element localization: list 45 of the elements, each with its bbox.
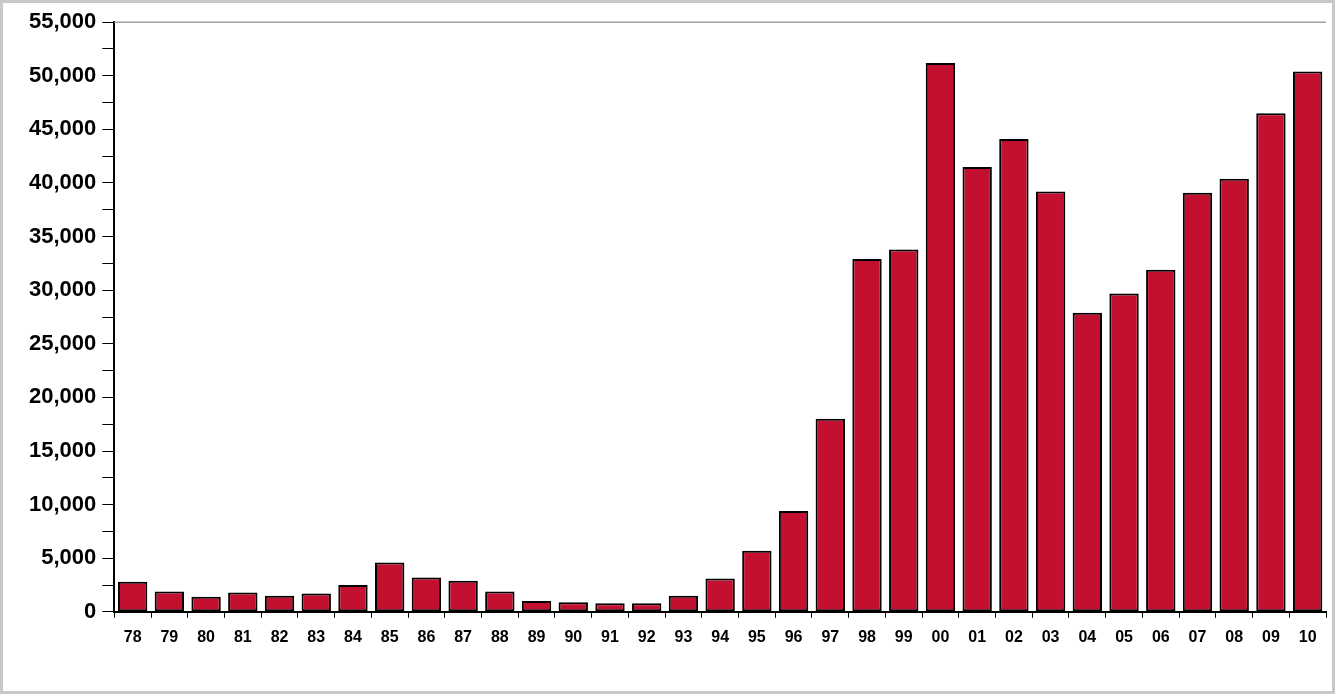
x-tick-label: 85: [380, 627, 399, 645]
x-tick-label: 00: [931, 627, 950, 645]
x-tick-label: 05: [1115, 627, 1134, 645]
x-tick-label: 84: [344, 627, 362, 645]
x-tick-label: 96: [784, 627, 803, 645]
x-tick-label: 07: [1188, 627, 1207, 645]
x-tick-label: 82: [270, 627, 289, 645]
y-tick-label: 50,000: [28, 61, 97, 87]
y-tick-label: 5,000: [41, 544, 97, 570]
x-tick-label: 88: [490, 627, 509, 645]
y-tick-label: 20,000: [28, 383, 97, 409]
y-tick-label: 15,000: [28, 437, 97, 463]
x-tick-label: 03: [1041, 627, 1060, 645]
x-tick-label: 93: [674, 627, 693, 645]
x-tick-label: 81: [233, 627, 252, 645]
x-tick-label: 99: [894, 627, 913, 645]
x-tick-label: 78: [123, 627, 142, 645]
x-tick-label: 01: [968, 627, 987, 645]
x-tick-label: 94: [711, 627, 730, 645]
y-tick-label: 35,000: [28, 222, 97, 248]
x-tick-label: 06: [1151, 627, 1170, 645]
x-tick-label: 04: [1078, 627, 1097, 645]
y-tick-label: 30,000: [28, 276, 97, 302]
x-tick-label: 80: [197, 627, 216, 645]
x-tick-label: 90: [564, 627, 583, 645]
y-tick-label: 25,000: [28, 329, 97, 355]
x-tick-label: 86: [417, 627, 436, 645]
y-tick-label: 45,000: [28, 115, 97, 141]
x-tick-label: 95: [747, 627, 766, 645]
x-tick-label: 09: [1262, 627, 1280, 645]
y-tick-label: 55,000: [28, 8, 97, 34]
x-tick-label: 91: [601, 627, 619, 645]
x-tick-label: 89: [527, 627, 546, 645]
x-tick-label: 92: [637, 627, 656, 645]
x-tick-label: 10: [1298, 627, 1317, 645]
x-tick-label: 83: [307, 627, 326, 645]
x-tick-label: 08: [1225, 627, 1244, 645]
y-tick-label: 0: [84, 597, 97, 623]
x-tick-label: 02: [1004, 627, 1023, 645]
x-tick-label: 79: [160, 627, 179, 645]
x-tick-label: 98: [858, 627, 877, 645]
y-tick-label: 40,000: [28, 169, 97, 195]
y-tick-label: 10,000: [28, 490, 97, 516]
x-tick-label: 87: [454, 627, 473, 645]
x-tick-label: 97: [821, 627, 840, 645]
